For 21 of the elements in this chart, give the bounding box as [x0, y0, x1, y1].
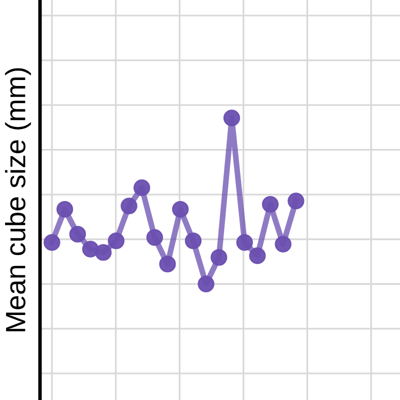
point [288, 192, 304, 210]
point [44, 234, 60, 251]
y-axis-title: Mean cube size (mm) [5, 68, 31, 332]
point [159, 256, 176, 272]
point [56, 200, 74, 218]
point [82, 240, 99, 258]
point [274, 236, 292, 252]
point [210, 249, 228, 266]
point [69, 226, 86, 243]
point [223, 110, 240, 126]
point [146, 229, 164, 246]
point [249, 247, 266, 264]
point [94, 244, 112, 261]
point [184, 232, 202, 250]
point [172, 200, 189, 218]
point [262, 196, 279, 213]
point [120, 198, 138, 214]
point [134, 179, 150, 196]
point [236, 234, 253, 251]
point [198, 276, 214, 292]
point [108, 232, 124, 250]
